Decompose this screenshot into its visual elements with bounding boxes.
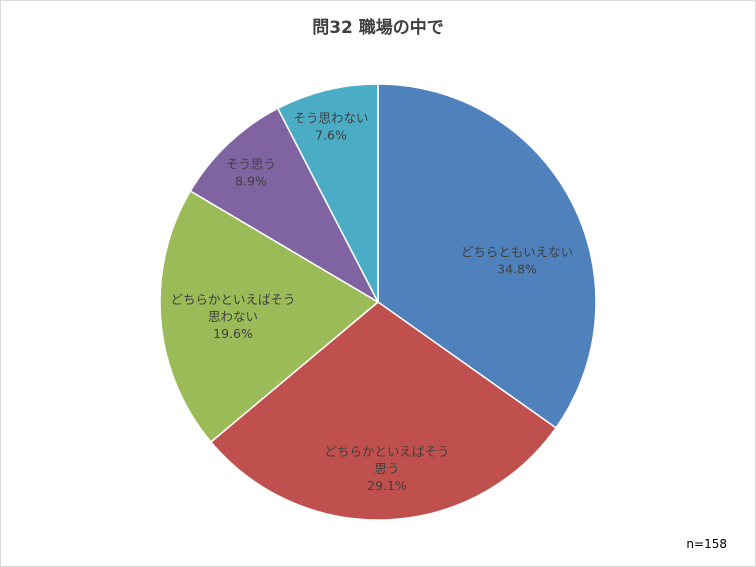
slice-percent-label: 8.9%: [235, 174, 267, 189]
slice-category-label: どちらかといえばそう: [324, 444, 449, 459]
slice-percent-label: 19.6%: [213, 326, 253, 341]
slice-category-label: どちらかといえばそう: [170, 292, 295, 307]
slice-percent-label: 34.8%: [497, 262, 537, 277]
pie-slice-1: [377, 83, 597, 429]
pie-slice-5: [276, 83, 379, 303]
slice-category-label: そう思わない: [293, 111, 368, 126]
slice-category-label: 思わない: [208, 309, 258, 324]
pie-slice-label-3: どちらかといえばそう思わない 19.6%: [170, 292, 295, 341]
slice-percent-label: 29.1%: [367, 478, 407, 493]
pie-slice-label-5: そう思わない 7.6%: [293, 111, 368, 143]
pie-slice-2: [209, 301, 558, 521]
sample-size-note: n=158: [686, 537, 727, 551]
pie-slice-4: [189, 107, 380, 304]
pie-slice-label-2: どちらかといえばそう思う 29.1%: [324, 444, 449, 493]
slice-category-label: 思う: [374, 461, 399, 476]
slice-percent-label: 7.6%: [315, 128, 347, 143]
chart-title: 問32 職場の中で: [312, 18, 444, 38]
pie-slice-3: [159, 190, 380, 444]
pie-slice-label-1: どちらともいえない 34.8%: [461, 245, 573, 277]
slice-category-label: そう思う: [226, 157, 276, 172]
pie-slice-label-4: そう思う 8.9%: [226, 157, 276, 189]
slice-category-label: どちらともいえない: [461, 245, 573, 260]
